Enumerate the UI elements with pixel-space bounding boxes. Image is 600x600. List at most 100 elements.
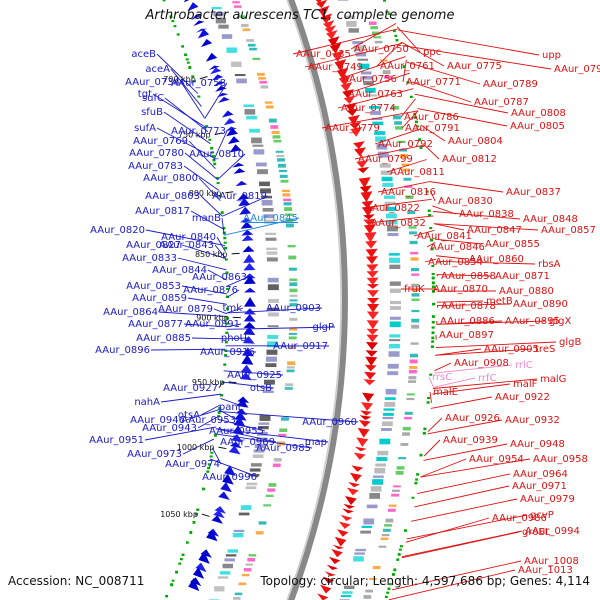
feature-block bbox=[267, 334, 279, 339]
feature-block bbox=[409, 240, 418, 245]
right-gene-label: AAur_0964 bbox=[513, 469, 568, 480]
feature-block bbox=[431, 326, 435, 329]
feature-block bbox=[383, 0, 386, 2]
feature-block bbox=[211, 151, 215, 154]
feature-block bbox=[398, 548, 402, 551]
cds-arrow bbox=[240, 364, 253, 374]
feature-block bbox=[248, 554, 257, 557]
feature-block bbox=[353, 556, 364, 562]
feature-block bbox=[284, 213, 293, 216]
feature-block bbox=[374, 467, 386, 474]
cds-arrow bbox=[183, 0, 190, 3]
feature-block bbox=[225, 554, 237, 557]
cds-arrow bbox=[243, 254, 256, 263]
feature-block bbox=[263, 387, 275, 390]
feature-block bbox=[267, 325, 279, 328]
leader-line bbox=[180, 81, 205, 119]
feature-block bbox=[431, 272, 435, 276]
left-gene-label: AAur_0820 bbox=[90, 225, 145, 236]
feature-block bbox=[238, 582, 247, 586]
feature-block bbox=[263, 219, 275, 224]
cds-arrow bbox=[322, 20, 335, 30]
cds-arrow bbox=[205, 52, 218, 62]
reverse-cog-track bbox=[208, 6, 279, 600]
cds-arrow bbox=[362, 214, 375, 220]
tick-label: 1050 kbp bbox=[160, 510, 198, 519]
feature-block bbox=[397, 553, 401, 556]
tick-label: 800 kbp bbox=[189, 189, 222, 198]
cds-arrow bbox=[366, 320, 379, 330]
cds-arrow bbox=[227, 136, 240, 145]
leader-line bbox=[200, 195, 223, 217]
leader-line bbox=[185, 409, 220, 421]
feature-block bbox=[192, 521, 196, 524]
leader-line bbox=[215, 428, 329, 443]
leader-line bbox=[435, 348, 533, 356]
cds-arrow bbox=[192, 567, 205, 579]
feature-block bbox=[273, 457, 282, 462]
feature-block bbox=[415, 478, 419, 481]
feature-block bbox=[271, 130, 280, 135]
leader-line bbox=[414, 485, 510, 508]
feature-block bbox=[224, 246, 228, 250]
left-gene-label: AAur_0946 bbox=[130, 415, 185, 426]
feature-block bbox=[386, 220, 398, 225]
feature-block bbox=[362, 76, 373, 80]
right-gene-label: AAur_0790 bbox=[554, 64, 600, 75]
feature-block bbox=[431, 276, 435, 280]
leader-line bbox=[217, 418, 266, 432]
feature-block bbox=[280, 179, 289, 183]
cds-arrow bbox=[343, 503, 355, 509]
leader-line bbox=[152, 93, 208, 129]
feature-block bbox=[191, 75, 195, 78]
left-gene-label: sufC bbox=[142, 93, 164, 104]
leader-line bbox=[436, 260, 536, 265]
feature-block bbox=[416, 473, 420, 476]
feature-block bbox=[185, 541, 189, 544]
feature-block bbox=[267, 312, 279, 317]
left-gene-label: AAur_0800 bbox=[143, 173, 198, 184]
leader-line bbox=[361, 198, 432, 209]
tick-mark bbox=[228, 381, 237, 384]
feature-block bbox=[263, 504, 272, 507]
leader-line bbox=[170, 68, 202, 107]
feature-block bbox=[363, 80, 374, 86]
feature-block bbox=[188, 65, 192, 69]
feature-block bbox=[430, 345, 434, 349]
feature-block bbox=[255, 162, 267, 167]
feature-block bbox=[342, 591, 353, 594]
tick-label: 1000 kbp bbox=[177, 443, 215, 452]
leader-line bbox=[207, 269, 227, 281]
feature-block bbox=[376, 457, 388, 462]
left-gene-label: glgP bbox=[312, 322, 334, 333]
feature-block bbox=[267, 488, 276, 492]
feature-block bbox=[371, 117, 383, 121]
cds-arrow bbox=[200, 38, 213, 48]
feature-block bbox=[192, 80, 196, 83]
feature-block bbox=[389, 264, 401, 270]
feature-block bbox=[289, 278, 298, 282]
cds-arrow bbox=[332, 50, 344, 63]
feature-block bbox=[272, 463, 281, 468]
feature-block bbox=[162, 0, 166, 2]
leader-line bbox=[150, 348, 226, 351]
leader-line bbox=[224, 217, 300, 236]
leader-line bbox=[225, 337, 249, 340]
right-gene-label: AAur_0749 bbox=[308, 62, 363, 73]
feature-block bbox=[429, 226, 433, 230]
feature-block bbox=[411, 496, 415, 499]
right-gene-label: AAur_0832 bbox=[371, 218, 426, 229]
cds-arrow bbox=[364, 364, 377, 372]
right-gene-label: AAur_0775 bbox=[447, 61, 502, 72]
leader-line bbox=[350, 23, 397, 50]
feature-block bbox=[249, 468, 261, 472]
feature-block bbox=[263, 214, 275, 219]
cds-arrow bbox=[214, 506, 227, 514]
cds-arrow bbox=[362, 206, 375, 217]
feature-block bbox=[372, 479, 384, 485]
cds-arrow bbox=[243, 321, 256, 329]
left-gene-label[interactable]: AAur_0845 bbox=[243, 213, 298, 224]
leader-line bbox=[160, 393, 222, 403]
right-gene-label: AAur_0971 bbox=[512, 481, 567, 492]
leader-line bbox=[423, 439, 441, 457]
